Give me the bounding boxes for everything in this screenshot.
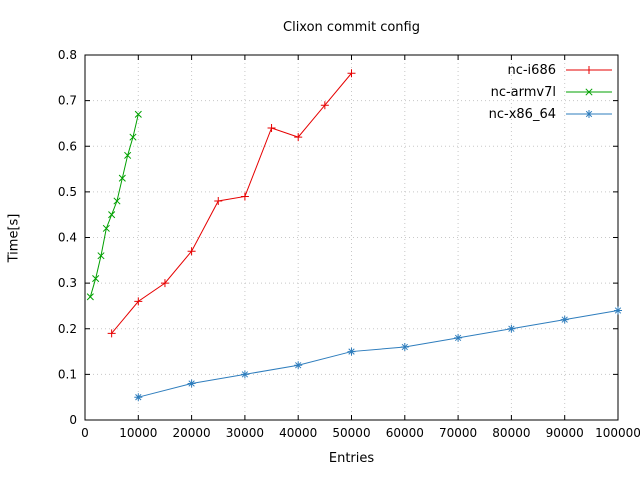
legend-label-nc-x86_64: nc-x86_64 bbox=[489, 107, 556, 122]
series-line-nc-i686 bbox=[111, 72, 352, 334]
x-tick-label: 100000 bbox=[595, 426, 640, 440]
y-tick-label: 0.3 bbox=[58, 276, 77, 290]
y-tick-label: 0.2 bbox=[58, 322, 77, 336]
y-tick-label: 0.4 bbox=[58, 231, 77, 245]
x-tick-label: 30000 bbox=[226, 426, 264, 440]
y-axis-label: Time[s] bbox=[6, 213, 22, 263]
y-tick-label: 0.8 bbox=[58, 48, 77, 62]
x-tick-label: 40000 bbox=[279, 426, 317, 440]
y-tick-label: 0.6 bbox=[58, 139, 77, 153]
legend-sample-marker bbox=[585, 66, 593, 74]
x-tick-label: 90000 bbox=[546, 426, 584, 440]
x-tick-label: 0 bbox=[81, 426, 89, 440]
x-axis-label: Entries bbox=[328, 451, 375, 466]
x-tick-label: 50000 bbox=[332, 426, 370, 440]
x-tick-label: 20000 bbox=[173, 426, 211, 440]
y-tick-label: 0.5 bbox=[58, 185, 77, 199]
x-tick-label: 70000 bbox=[439, 426, 477, 440]
series-markers-nc-armv7l bbox=[86, 110, 142, 301]
y-tick-label: 0 bbox=[69, 413, 77, 427]
legend-label-nc-i686: nc-i686 bbox=[507, 63, 556, 78]
legend-sample-marker bbox=[585, 110, 593, 118]
x-tick-label: 60000 bbox=[386, 426, 424, 440]
legend-sample-marker bbox=[585, 88, 593, 96]
y-tick-label: 0.1 bbox=[58, 367, 77, 381]
x-tick-label: 80000 bbox=[492, 426, 530, 440]
series-line-nc-armv7l bbox=[89, 114, 139, 297]
x-tick-label: 10000 bbox=[119, 426, 157, 440]
legend-label-nc-armv7l: nc-armv7l bbox=[491, 85, 556, 100]
series-line-nc-x86_64 bbox=[138, 310, 619, 398]
series-markers-nc-i686 bbox=[107, 69, 356, 338]
series-markers-nc-x86_64 bbox=[134, 306, 622, 402]
y-tick-label: 0.7 bbox=[58, 94, 77, 108]
chart-title: Clixon commit config bbox=[283, 20, 420, 35]
